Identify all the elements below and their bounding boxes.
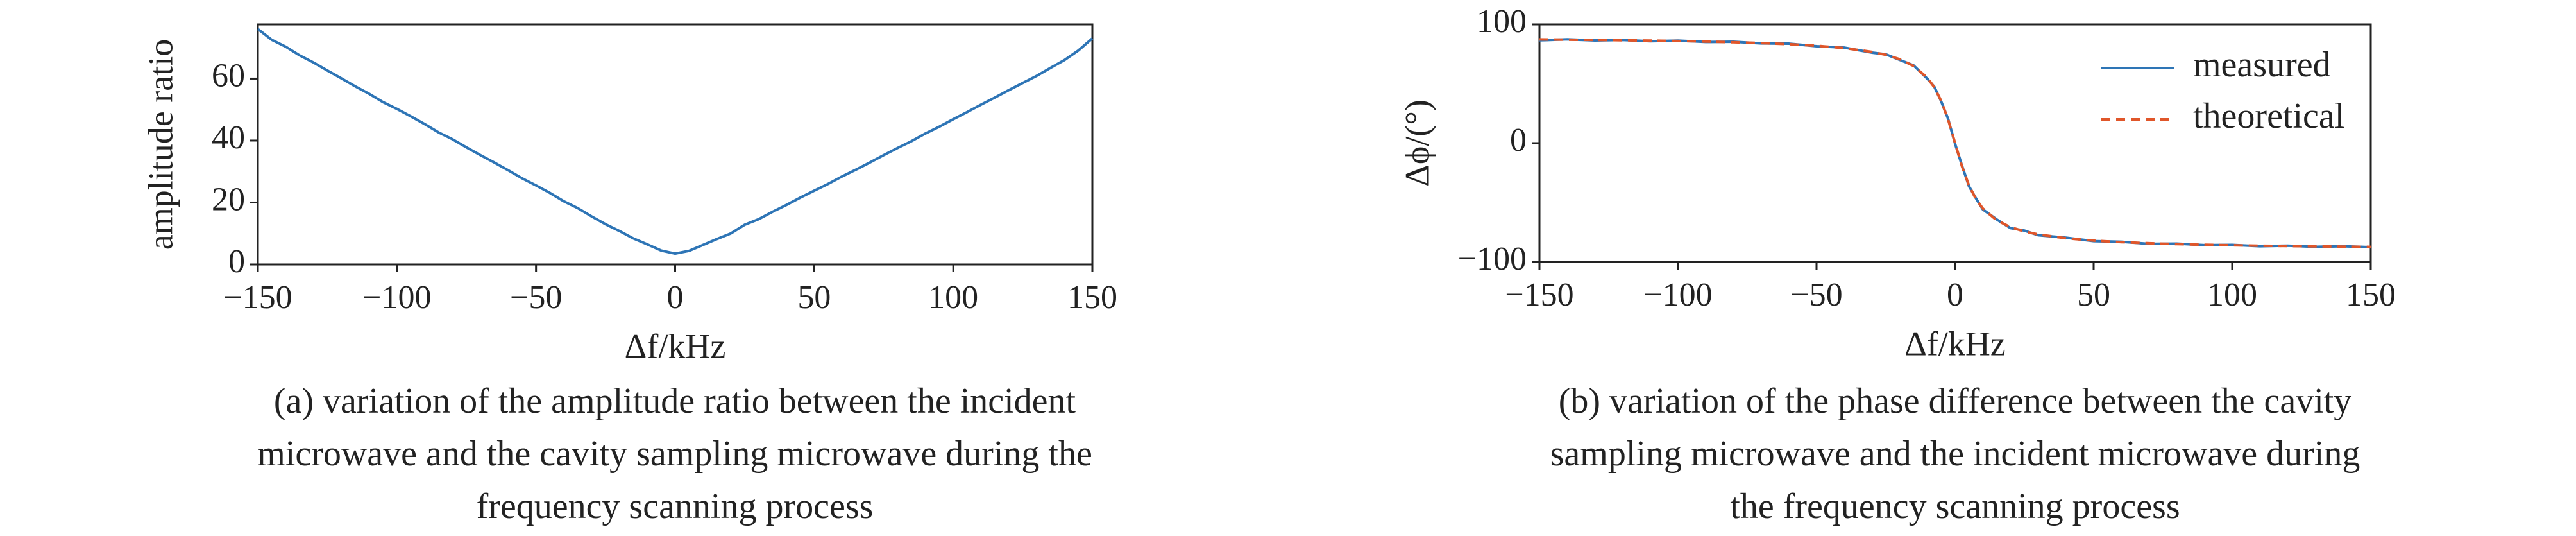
y-tick-label: 60 xyxy=(212,57,245,94)
y-tick-label: 0 xyxy=(228,243,245,280)
data-line xyxy=(1539,38,2371,248)
y-axis-label: Δϕ/(°) xyxy=(1398,99,1436,187)
y-axis-label: amplitude ratio xyxy=(141,39,180,250)
x-tick-label: −150 xyxy=(1505,277,1573,313)
y-tick-label: −100 xyxy=(1458,241,1527,277)
x-tick-label: 100 xyxy=(2207,277,2257,313)
x-tick-label: 0 xyxy=(1947,277,1963,313)
x-axis-label: Δf/kHz xyxy=(1904,324,2006,363)
caption-line: microwave and the cavity sampling microw… xyxy=(257,434,1092,474)
caption-line: frequency scanning process xyxy=(477,487,874,526)
x-tick-label: −100 xyxy=(362,279,431,316)
y-tick-label: 40 xyxy=(212,119,245,156)
x-tick-label: 150 xyxy=(2346,277,2396,313)
x-tick-label: 150 xyxy=(1067,279,1117,316)
x-tick-label: −50 xyxy=(1790,277,1842,313)
caption-line: the frequency scanning process xyxy=(1730,487,2180,526)
x-axis-label: Δf/kHz xyxy=(625,327,726,365)
y-tick-label: 100 xyxy=(1477,3,1527,40)
x-tick-label: −50 xyxy=(510,279,562,316)
x-tick-label: 100 xyxy=(928,279,978,316)
caption-line: (b) variation of the phase difference be… xyxy=(1559,381,2352,421)
x-tick-label: −100 xyxy=(1643,277,1712,313)
legend-label: measured xyxy=(2193,45,2331,85)
caption-line: (a) variation of the amplitude ratio bet… xyxy=(274,381,1076,421)
legend-label: theoretical xyxy=(2193,96,2344,136)
x-tick-label: 50 xyxy=(2077,277,2110,313)
plot-frame xyxy=(257,23,1094,266)
x-tick-label: 50 xyxy=(797,279,831,316)
x-tick-label: −150 xyxy=(223,279,292,316)
caption-line: sampling microwave and the incident micr… xyxy=(1550,434,2360,474)
y-tick-label: 20 xyxy=(212,181,245,218)
y-tick-label: 0 xyxy=(1510,122,1527,159)
x-tick-label: 0 xyxy=(667,279,684,316)
data-line xyxy=(257,28,1094,255)
